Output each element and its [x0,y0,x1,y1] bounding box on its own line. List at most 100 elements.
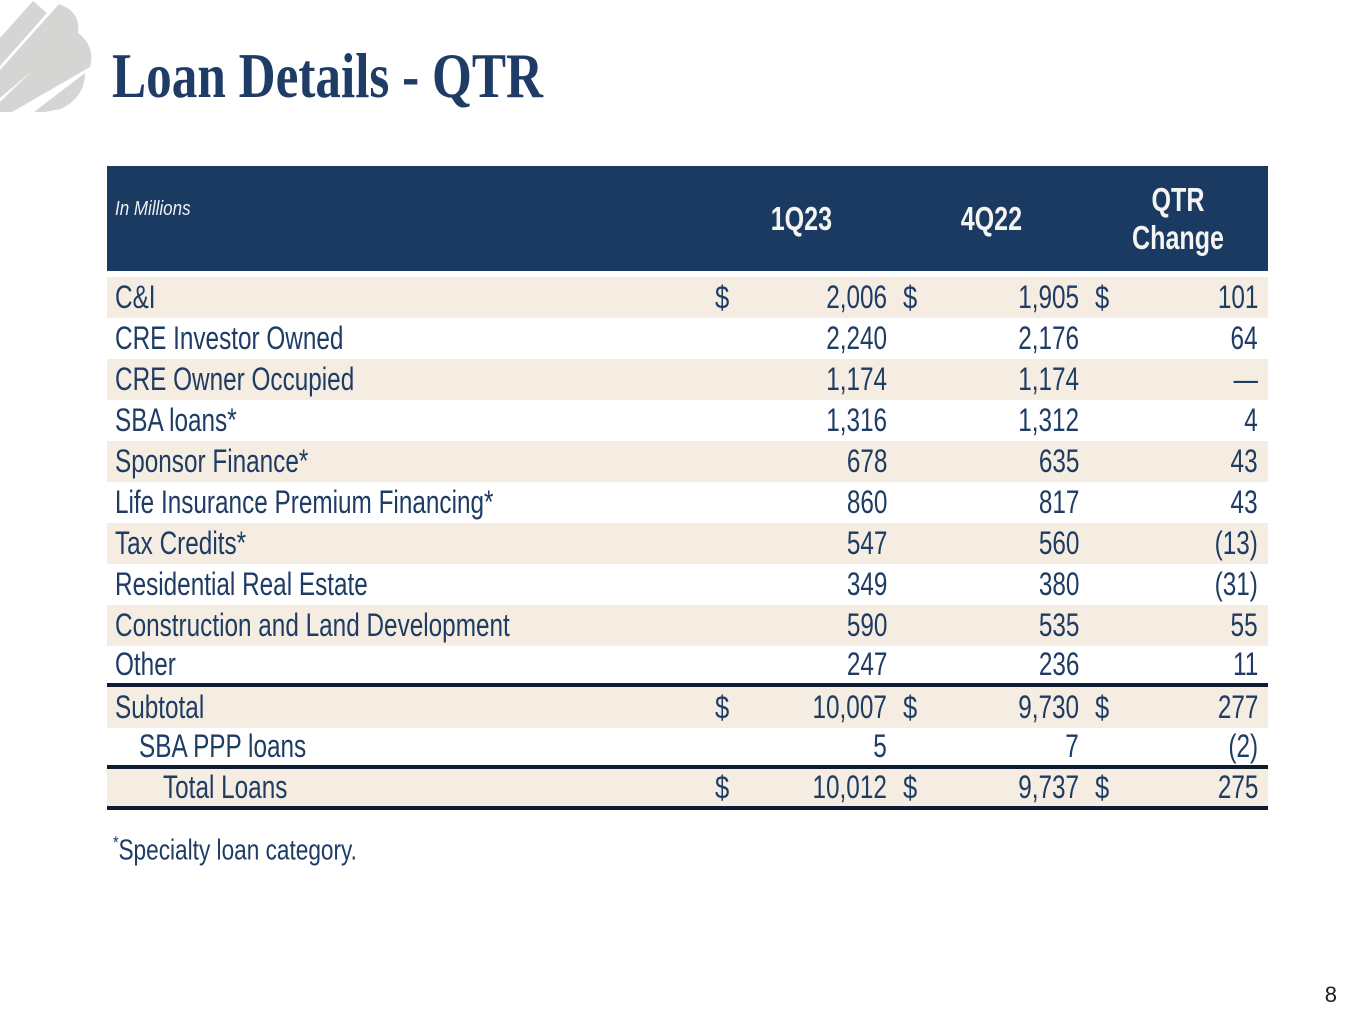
value-cell-qtr-change: $ 275 [1087,769,1268,806]
value-1q23: 2,006 [826,279,887,315]
row-label: SBA loans* [115,402,237,438]
value-1q23: 860 [846,484,887,520]
row-label: CRE Owner Occupied [115,361,355,397]
table-row: Total Loans $ 10,012 $ 9,737 $ 275 [107,769,1268,810]
value-cell-1q23: 1,316 [707,402,895,439]
column-header-4q22: 4Q22 [960,199,1022,237]
row-label-cell: Construction and Land Development [107,607,707,644]
value-1q23: 1,174 [826,361,887,397]
value-1q23: 10,007 [812,689,887,725]
row-label-cell: SBA loans* [107,402,707,439]
row-label-cell: Total Loans [107,769,707,806]
row-label-cell: Tax Credits* [107,525,707,562]
unit-label: In Millions [115,198,191,220]
row-label: C&I [115,279,156,315]
value-1q23: 349 [846,566,887,602]
footnote-marker: * [113,833,119,853]
value-cell-4q22: 560 [895,525,1087,562]
value-cell-qtr-change: (13) [1087,525,1268,562]
value-qtr-change: 277 [1217,689,1258,725]
value-qtr-change: 275 [1217,769,1258,805]
value-4q22: 7 [1065,728,1079,764]
column-header-1q23: 1Q23 [770,199,832,237]
value-1q23: 5 [873,728,887,764]
value-cell-1q23: 860 [707,484,895,521]
row-label-cell: Residential Real Estate [107,566,707,603]
value-4q22: 2,176 [1018,320,1079,356]
value-cell-1q23: 547 [707,525,895,562]
row-label: Total Loans [163,769,288,805]
value-cell-4q22: 380 [895,566,1087,603]
value-4q22: 1,905 [1018,279,1079,315]
value-cell-qtr-change: (31) [1087,566,1268,603]
value-qtr-change: 43 [1230,484,1258,520]
value-cell-qtr-change: 11 [1087,646,1268,683]
value-1q23: 247 [846,646,887,682]
value-1q23: 10,012 [812,769,887,805]
value-qtr-change: 43 [1230,443,1258,479]
row-label: Life Insurance Premium Financing* [115,484,494,520]
value-1q23: 590 [846,607,887,643]
value-cell-4q22: 535 [895,607,1087,644]
row-label-cell: SBA PPP loans [107,728,707,765]
row-label-cell: CRE Owner Occupied [107,361,707,398]
value-1q23: 547 [846,525,887,561]
row-label-cell: Subtotal [107,689,707,726]
value-cell-qtr-change: 4 [1087,402,1268,439]
row-label-cell: CRE Investor Owned [107,320,707,357]
table-row: SBA loans* 1,316 1,312 4 [107,400,1268,441]
value-cell-qtr-change: 64 [1087,320,1268,357]
row-label-cell: Life Insurance Premium Financing* [107,484,707,521]
table-body: C&I $ 2,006 $ 1,905 $ 101 CRE Investor O… [107,277,1268,810]
value-cell-1q23: $ 2,006 [707,279,895,316]
value-cell-qtr-change: $ 101 [1087,279,1268,316]
dollar-sign: $ [1095,279,1110,315]
value-qtr-change: 11 [1232,646,1258,682]
dollar-sign: $ [1095,689,1110,725]
dollar-sign: $ [715,689,730,725]
dollar-sign: $ [715,279,730,315]
value-cell-qtr-change: (2) [1087,728,1268,765]
table-row: Life Insurance Premium Financing* 860 81… [107,482,1268,523]
value-cell-qtr-change: 55 [1087,607,1268,644]
value-qtr-change: (31) [1214,566,1258,602]
value-qtr-change: 55 [1230,607,1258,643]
value-cell-qtr-change: $ 277 [1087,689,1268,726]
row-label-cell: Other [107,646,707,683]
value-4q22: 535 [1038,607,1079,643]
row-label: Sponsor Finance* [115,443,309,479]
value-4q22: 236 [1038,646,1079,682]
value-qtr-change: (2) [1228,728,1258,764]
value-4q22: 1,312 [1018,402,1079,438]
value-cell-4q22: 1,174 [895,361,1087,398]
footnote-text: Specialty loan category. [118,834,357,867]
value-cell-4q22: $ 1,905 [895,279,1087,316]
column-header-qtr-change: QTR Change [1131,180,1224,256]
table-row: Other 247 236 11 [107,646,1268,687]
value-qtr-change: (13) [1214,525,1258,561]
table-row: CRE Investor Owned 2,240 2,176 64 [107,318,1268,359]
page-number: 8 [1324,982,1337,1007]
diagonal-stripes-logo-icon [0,0,102,112]
footnote: *Specialty loan category. [113,833,426,868]
table-row: SBA PPP loans 5 7 (2) [107,728,1268,769]
loans-table: In Millions 1Q23 4Q22 QTR Change C&I $ 2… [107,166,1268,810]
row-label: Residential Real Estate [115,566,368,602]
value-qtr-change: 4 [1244,402,1258,438]
dollar-sign: $ [903,689,918,725]
table-row: Tax Credits* 547 560 (13) [107,523,1268,564]
value-qtr-change: — [1233,361,1258,397]
table-row: Subtotal $ 10,007 $ 9,730 $ 277 [107,687,1268,728]
unit-label-cell: In Millions [107,166,707,271]
table-row: Residential Real Estate 349 380 (31) [107,564,1268,605]
row-label: SBA PPP loans [139,728,307,764]
value-qtr-change: 101 [1217,279,1258,315]
table-row: CRE Owner Occupied 1,174 1,174 — [107,359,1268,400]
value-cell-4q22: 817 [895,484,1087,521]
row-label: Subtotal [115,689,205,725]
table-header: In Millions 1Q23 4Q22 QTR Change [107,166,1268,271]
dollar-sign: $ [1095,769,1110,805]
value-4q22: 560 [1038,525,1079,561]
value-1q23: 678 [846,443,887,479]
